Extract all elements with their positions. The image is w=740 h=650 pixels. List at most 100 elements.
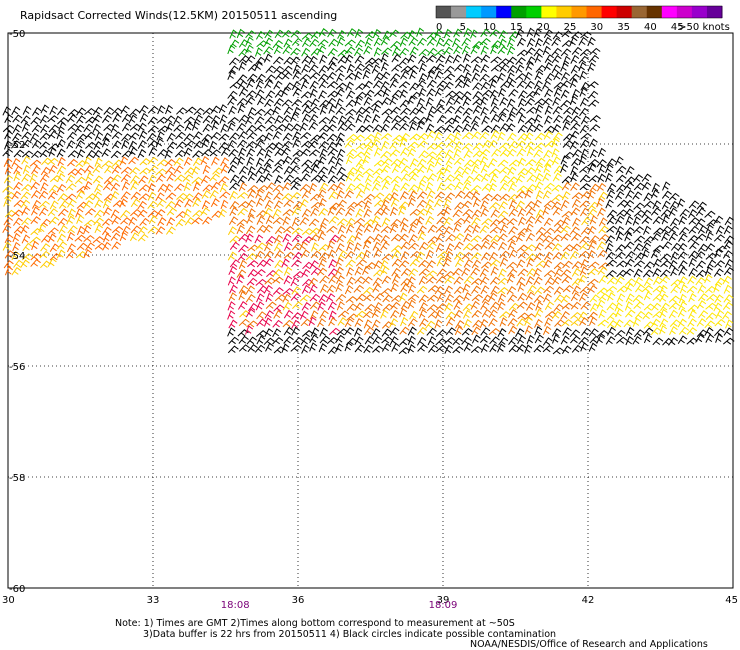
wind-barb [344,115,355,124]
wind-barb [335,293,347,302]
wind-barb [363,294,375,302]
wind-barb [31,124,42,133]
wind-barb [587,62,596,72]
wind-barb [382,30,392,40]
wind-barb [65,174,76,184]
wind-barb [436,257,446,267]
wind-barb [634,235,646,243]
wind-barb [373,248,383,258]
wind-barb [517,167,529,176]
wind-barb [391,64,403,72]
wind-barb [407,147,417,157]
wind-barb [292,149,304,157]
wind-barb [344,318,354,328]
wind-barb [445,90,457,98]
wind-barb [247,344,258,353]
wind-barb [489,336,500,345]
wind-barb [641,285,653,293]
wind-barb [309,80,319,90]
wind-barb [236,218,248,227]
wind-barb [650,207,662,216]
wind-barb [670,251,679,261]
wind-barb [653,276,663,285]
wind-barb [273,200,283,210]
wind-barb [263,207,273,217]
wind-barb [176,192,188,200]
colorbar-swatch [646,6,663,18]
wind-barb [292,251,303,260]
wind-barb [561,275,573,284]
wind-barb [281,29,293,38]
wind-barb [526,56,536,65]
wind-barb [551,234,563,242]
wind-barb [255,242,267,250]
wind-barb [183,147,193,157]
wind-barb [461,45,471,55]
wind-barb [389,318,399,328]
wind-barb [229,284,238,294]
wind-barb [552,334,560,344]
wind-barb [488,292,498,302]
wind-barb [364,335,375,345]
wind-barb [436,216,447,225]
wind-barb [508,249,518,259]
wind-barb [310,267,322,276]
wind-barb [597,147,606,157]
wind-barb [236,74,248,83]
wind-barb [65,193,77,201]
wind-barb [337,250,348,260]
wind-barb [236,97,248,106]
wind-barb [94,242,107,250]
wind-barb [391,258,402,267]
wind-barb [344,341,353,352]
wind-barb [264,310,274,319]
wind-barb [381,199,390,209]
wind-barb [625,326,635,337]
wind-barb [623,199,635,208]
wind-barb [525,276,535,286]
wind-barb [245,225,256,235]
wind-barb [517,335,526,345]
wind-barb [678,260,688,269]
wind-barb [409,310,419,320]
wind-barb [453,131,462,142]
wind-barb [147,200,158,210]
wind-barb [651,302,662,311]
wind-barb [471,165,480,175]
wind-barb [301,284,311,294]
wind-barb [463,159,475,168]
wind-barb [535,104,544,114]
wind-barb [508,344,520,353]
wind-barb [363,319,373,329]
wind-barb [308,64,319,73]
wind-barb [20,224,30,234]
wind-barb [542,344,554,353]
wind-barb [661,225,672,234]
wind-barb [633,329,645,338]
wind-barb [92,236,104,244]
wind-barb [227,164,237,174]
wind-barb [380,36,391,46]
wind-barb [499,182,509,192]
wind-barb [462,242,474,251]
wind-barb [660,209,672,217]
wind-barb [436,80,448,89]
wind-barb [192,192,203,201]
wind-barb [319,124,330,133]
wind-barb [605,172,613,183]
wind-barb [265,235,277,244]
wind-barb [237,156,245,166]
wind-barb [281,343,290,353]
wind-barb [552,96,561,106]
wind-barb [299,198,309,208]
wind-barb [66,131,77,140]
wind-barb [66,243,76,253]
wind-barb [660,260,672,268]
wind-barb [481,294,492,303]
wind-barb [452,114,462,125]
wind-barb [238,147,247,157]
wind-barb [148,165,159,174]
wind-barb [416,251,425,261]
wind-barb [76,225,86,236]
wind-barb [137,122,147,132]
